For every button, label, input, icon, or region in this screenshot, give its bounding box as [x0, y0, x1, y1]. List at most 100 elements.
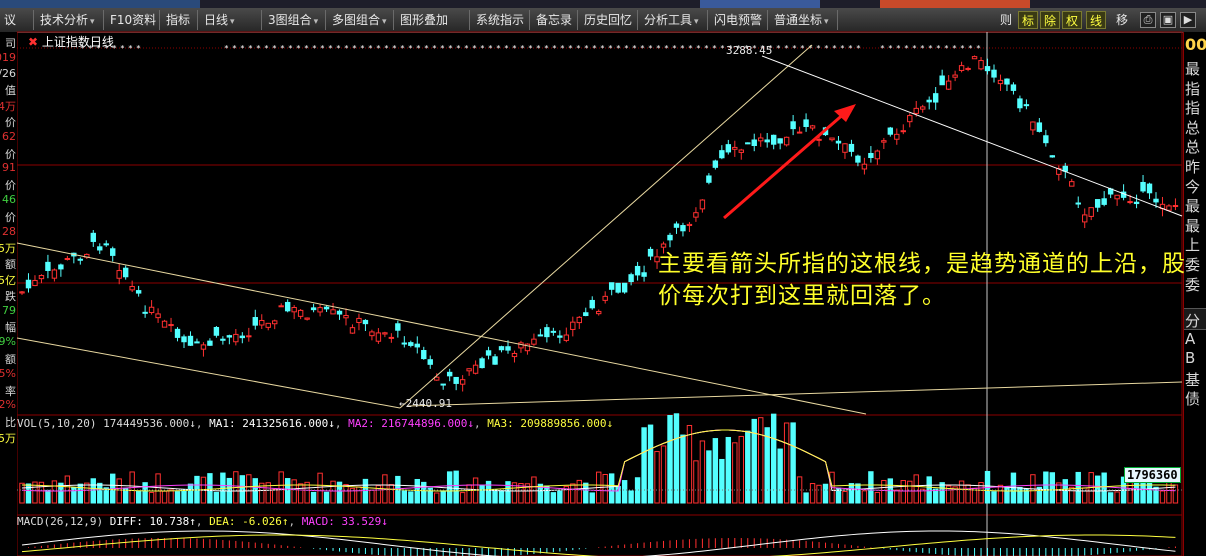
- panel-tab[interactable]: [1184, 308, 1206, 330]
- candle-body: [19, 291, 25, 294]
- candle-body: [220, 338, 226, 341]
- volume-bar: [1056, 482, 1062, 504]
- candle-body: [1082, 214, 1088, 223]
- event-marker: *: [440, 44, 445, 53]
- volume-bar: [583, 482, 589, 504]
- event-marker: *: [568, 44, 573, 53]
- candle-body: [1094, 199, 1101, 208]
- candle-body: [265, 322, 271, 328]
- candle-body: [641, 272, 647, 277]
- candle-body: [706, 175, 712, 183]
- event-marker: *: [304, 44, 309, 53]
- event-marker: *: [888, 44, 893, 53]
- candle-body: [1088, 207, 1094, 217]
- event-marker: *: [944, 44, 949, 53]
- candle-body: [446, 371, 453, 377]
- candle-body: [835, 140, 842, 144]
- right-tab-5[interactable]: 移: [1115, 13, 1128, 27]
- left-scale-item: 跌: [5, 289, 16, 303]
- volume-bar: [699, 440, 706, 504]
- volume-bar: [544, 485, 550, 504]
- candle-body: [829, 137, 835, 141]
- candle-body: [148, 306, 155, 314]
- volume-bar: [38, 481, 45, 504]
- candle-body: [388, 336, 395, 339]
- event-marker: *: [368, 44, 373, 53]
- event-marker: *: [624, 44, 629, 53]
- candle-body: [479, 358, 485, 369]
- candle-body: [997, 79, 1004, 85]
- window-icon[interactable]: ▣: [1160, 12, 1176, 28]
- volume-bar: [965, 484, 971, 504]
- volume-bar: [135, 490, 142, 504]
- candle-body: [116, 270, 122, 279]
- volume-bar: [330, 480, 336, 504]
- volume-bar: [693, 460, 699, 504]
- candle-body: [1153, 198, 1159, 203]
- toolbar-item-3[interactable]: 指标: [162, 10, 198, 30]
- event-marker: *: [400, 44, 405, 53]
- candle-body: [349, 327, 356, 334]
- volume-bar: [1101, 472, 1107, 504]
- candle-body: [647, 248, 654, 257]
- candle-body: [395, 323, 401, 331]
- toolbar-item-1[interactable]: 技术分析: [36, 10, 104, 30]
- index-code: 000: [1185, 35, 1206, 54]
- candle-body: [511, 352, 518, 358]
- event-marker: *: [528, 44, 533, 53]
- candle-body: [77, 258, 84, 261]
- toolbar-item-12[interactable]: 闪电预警: [710, 10, 768, 30]
- quote-label: 总: [1185, 138, 1201, 157]
- print-icon[interactable]: ⎙: [1140, 12, 1156, 28]
- toolbar-item-2[interactable]: F10资料: [106, 10, 160, 30]
- volume-bar: [570, 483, 576, 504]
- right-tab-3[interactable]: 权: [1062, 11, 1082, 29]
- event-marker: *: [824, 44, 829, 53]
- toolbar-item-0[interactable]: 议: [0, 10, 34, 30]
- event-marker: *: [248, 44, 253, 53]
- toolbar-item-5[interactable]: 3图组合: [264, 10, 326, 30]
- toolbar-item-7[interactable]: 图形叠加: [396, 10, 470, 30]
- volume-bar: [278, 471, 284, 504]
- candle-body: [1004, 78, 1010, 85]
- toolbar-item-6[interactable]: 多图组合: [328, 10, 394, 30]
- event-marker: *: [632, 44, 637, 53]
- right-tab-1[interactable]: 标: [1018, 11, 1038, 29]
- candle-body: [64, 258, 71, 261]
- event-marker: *: [784, 44, 789, 53]
- volume-bar: [304, 481, 310, 504]
- next-icon[interactable]: ▶: [1180, 12, 1196, 28]
- right-tab-4[interactable]: 线: [1086, 11, 1106, 29]
- volume-bar: [187, 483, 194, 504]
- volume-bar: [725, 436, 732, 504]
- candle-body: [1043, 135, 1049, 144]
- toolbar-item-4[interactable]: 日线: [200, 10, 262, 30]
- right-tab-0[interactable]: 则: [999, 13, 1012, 27]
- event-marker: *: [848, 44, 853, 53]
- volume-bar: [427, 487, 433, 504]
- candle-body: [246, 335, 252, 338]
- candle-body: [563, 334, 570, 341]
- toolbar-item-13[interactable]: 普通坐标: [770, 10, 838, 30]
- right-tab-2[interactable]: 除: [1040, 11, 1060, 29]
- left-scale-item: 5万: [0, 432, 16, 445]
- toolbar-item-11[interactable]: 分析工具: [640, 10, 708, 30]
- toolbar-item-10[interactable]: 历史回忆: [580, 10, 638, 30]
- volume-value-box: 1796360: [1124, 467, 1181, 483]
- event-marker: *: [520, 44, 525, 53]
- candle-body: [777, 138, 783, 144]
- candle-body: [783, 136, 790, 146]
- volume-bar: [64, 475, 71, 504]
- volume-bar: [900, 480, 906, 504]
- toolbar-item-9[interactable]: 备忘录: [532, 10, 578, 30]
- candle-body: [45, 261, 51, 271]
- candle-body: [926, 99, 932, 103]
- chart-frame: [16, 31, 1183, 556]
- toolbar-item-8[interactable]: 系统指示: [472, 10, 530, 30]
- event-marker: *: [96, 44, 101, 53]
- volume-bar: [51, 480, 58, 504]
- volume-bar: [537, 483, 544, 504]
- candle-body: [323, 306, 330, 310]
- quote-label: 委: [1185, 256, 1201, 274]
